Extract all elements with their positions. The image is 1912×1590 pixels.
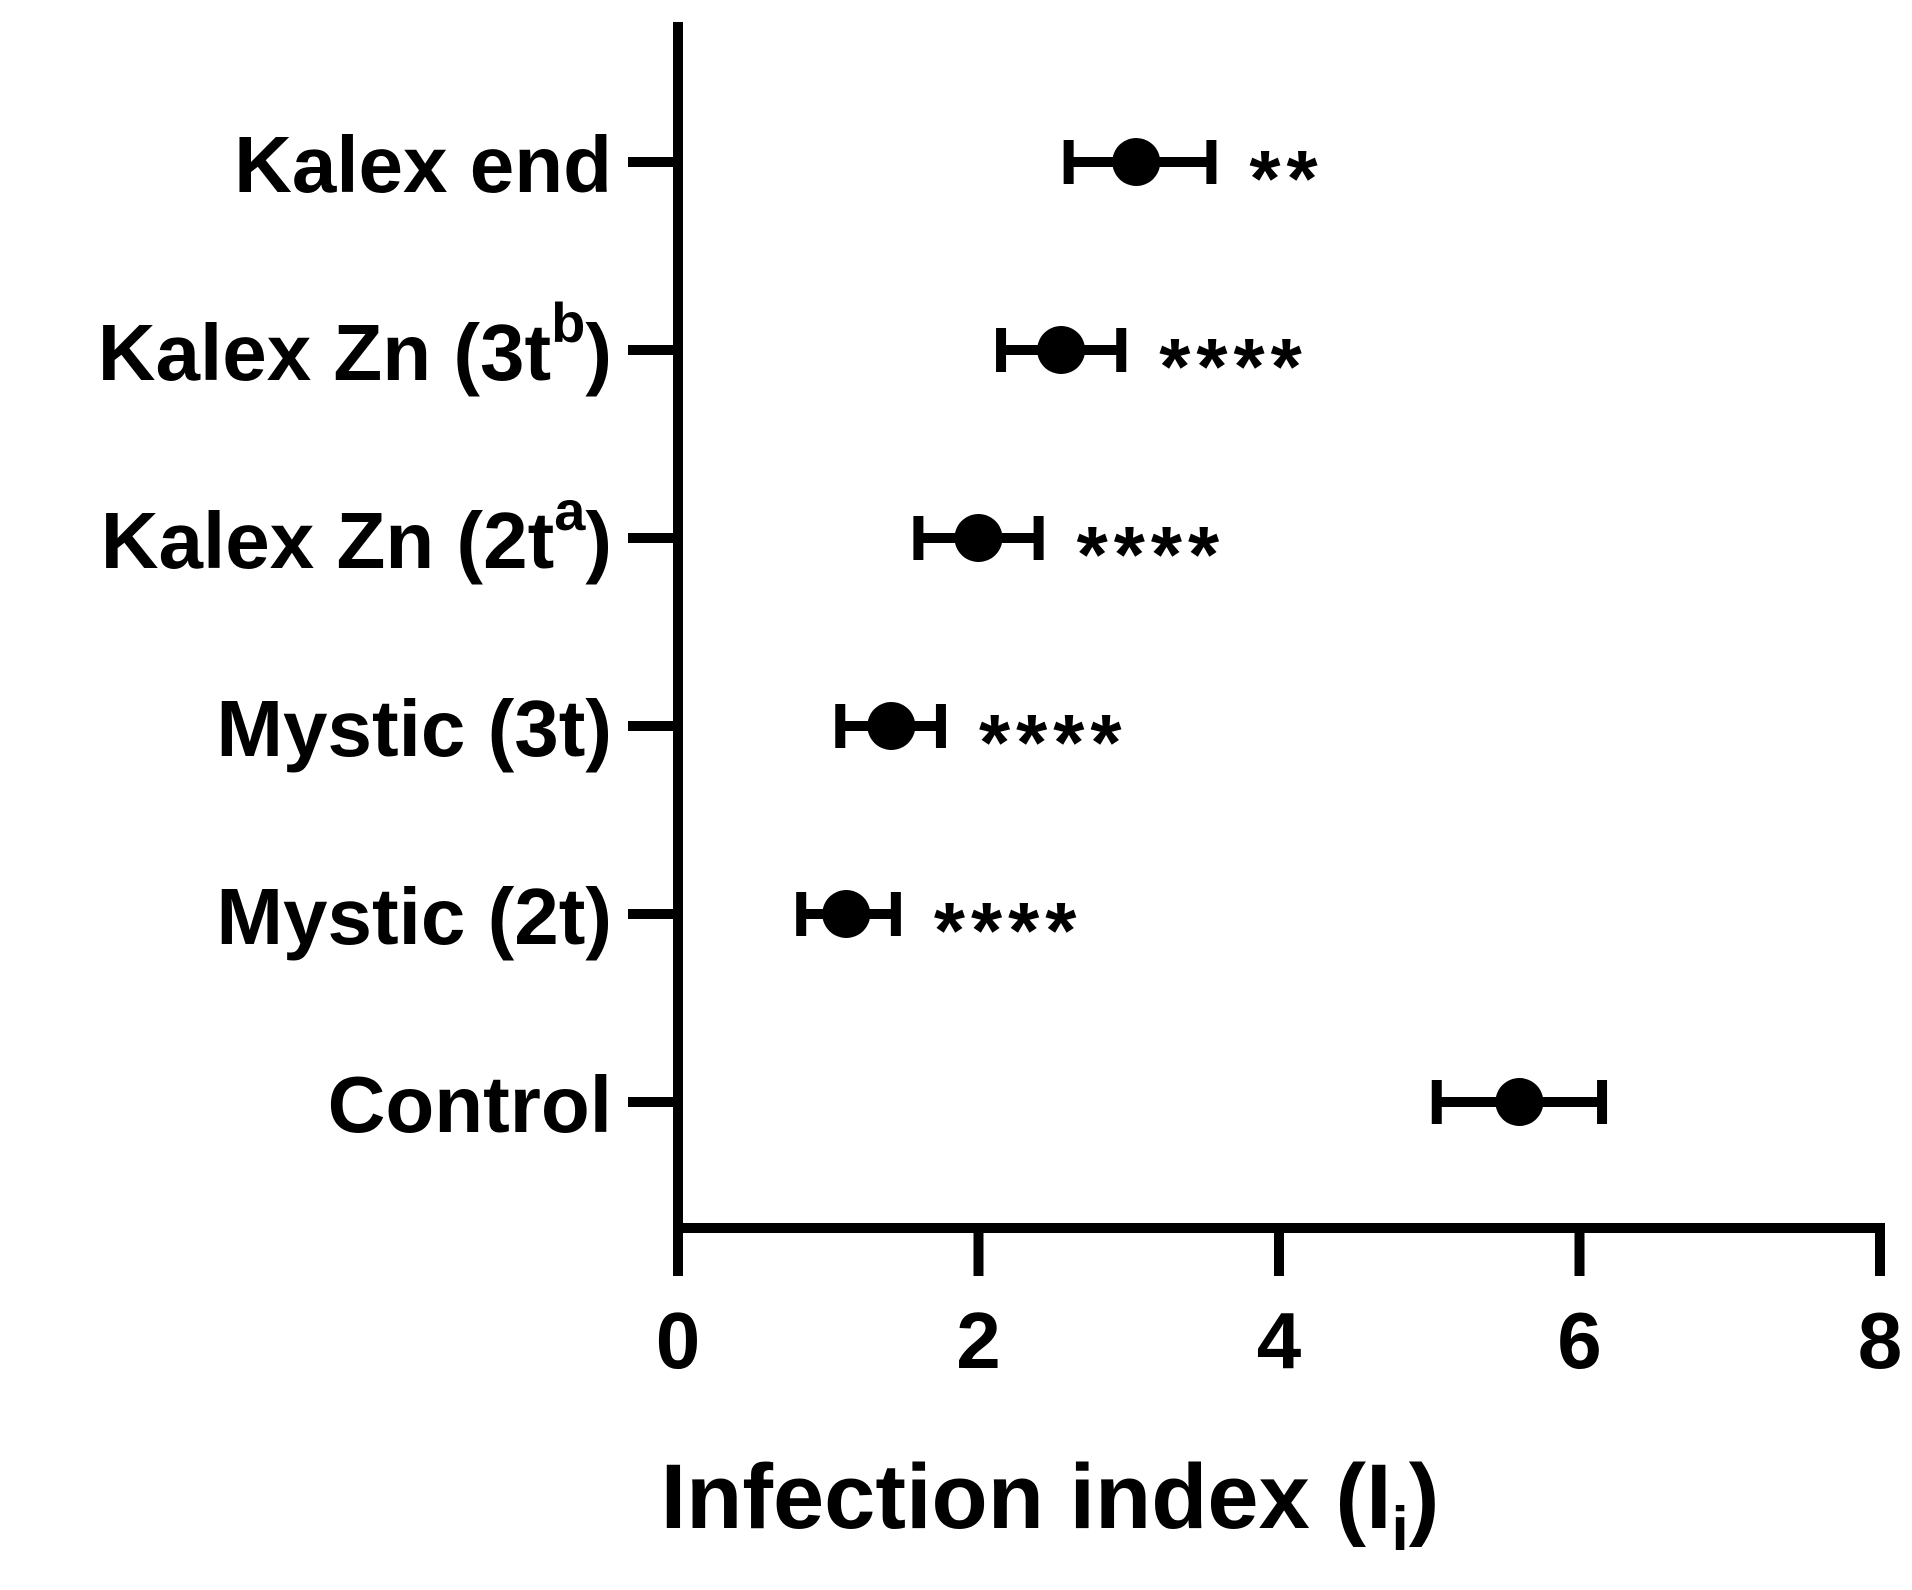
- significance-label: **: [1249, 134, 1323, 223]
- mean-point: [1037, 326, 1086, 374]
- significance-label: ****: [934, 886, 1083, 975]
- x-tick-label: 4: [1257, 1296, 1302, 1385]
- mean-point: [867, 702, 916, 750]
- x-axis-title: Infection index (Ii): [661, 1446, 1440, 1564]
- x-axis: 0 2 4 6 8: [656, 1223, 1903, 1385]
- category-label: Kalex end: [234, 120, 612, 209]
- significance-label: ****: [979, 698, 1128, 787]
- x-tick-label: 8: [1858, 1296, 1903, 1385]
- x-tick-label: 0: [656, 1296, 701, 1385]
- category-label: Kalex Zn (3tb): [98, 291, 612, 397]
- mean-point: [1495, 1078, 1544, 1126]
- category-label: Mystic (3t): [216, 684, 612, 773]
- category-label: Kalex Zn (2ta): [101, 479, 612, 585]
- category-label: Mystic (2t): [216, 872, 612, 961]
- significance-label: ****: [1159, 322, 1308, 411]
- x-tick-label: 2: [956, 1296, 1001, 1385]
- mean-point: [954, 514, 1003, 562]
- significance-label: ****: [1077, 510, 1226, 599]
- mean-point: [1112, 138, 1161, 186]
- mean-point: [822, 890, 871, 938]
- x-tick-label: 6: [1557, 1296, 1602, 1385]
- category-label: Control: [328, 1060, 612, 1149]
- y-axis: Kalex end Kalex Zn (3tb) Kalex Zn (2ta) Mys…: [98, 22, 683, 1232]
- data-marks: ******************: [796, 134, 1608, 1126]
